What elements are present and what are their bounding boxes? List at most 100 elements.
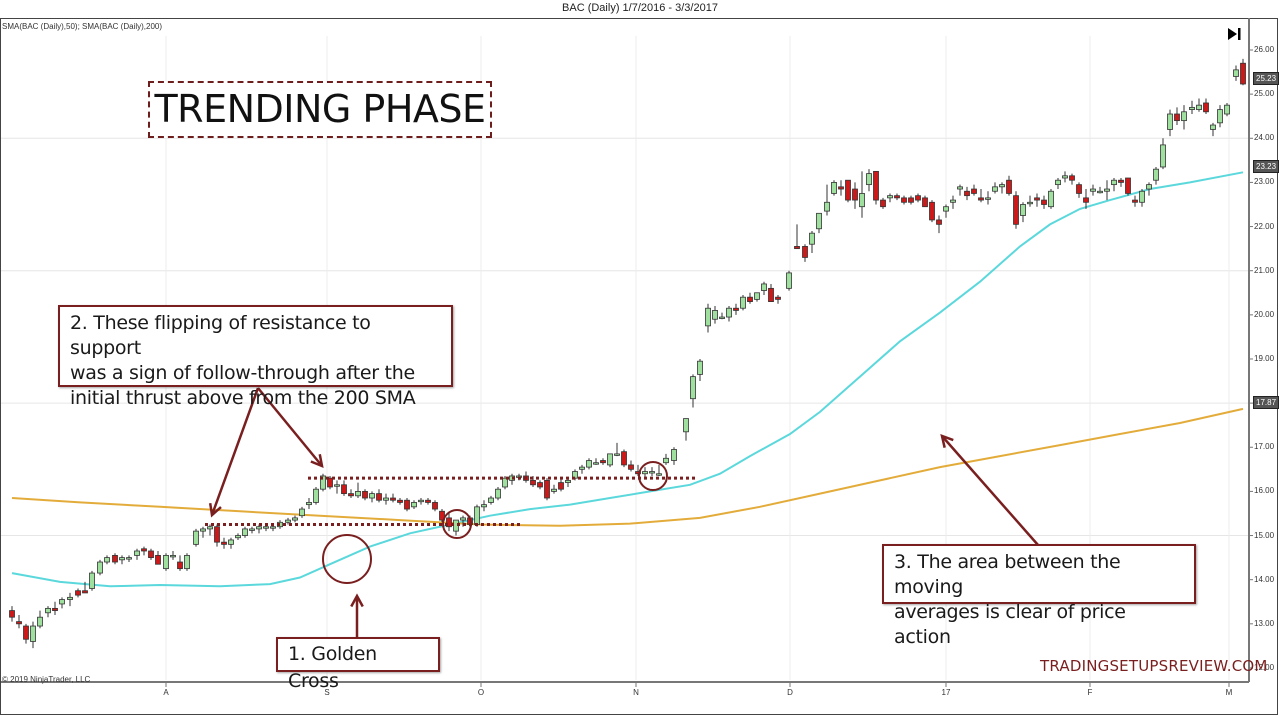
- candle-body: [362, 490, 368, 499]
- candle-body: [170, 555, 176, 558]
- candle-body: [936, 219, 942, 225]
- candle-body: [838, 186, 844, 190]
- candle-body: [705, 307, 711, 327]
- candle-body: [600, 460, 606, 464]
- candle-body: [1020, 204, 1026, 216]
- time-tick-label: S: [324, 688, 329, 697]
- candle-body: [23, 625, 29, 640]
- candle-body: [663, 457, 669, 464]
- candle-body: [119, 557, 125, 561]
- price-tag: 17.87: [1253, 396, 1280, 409]
- price-tick-label: 22.00: [1254, 221, 1275, 231]
- candle-body: [397, 499, 403, 503]
- candle-body: [256, 526, 262, 530]
- annotation-line: averages is clear of price action: [894, 601, 1126, 648]
- price-tick-label: 17.00: [1254, 442, 1275, 452]
- candle-body: [537, 482, 543, 488]
- time-tick-label: M: [1225, 688, 1233, 697]
- candle-body: [978, 197, 984, 201]
- candle-body: [683, 418, 689, 433]
- candle-body: [177, 561, 183, 570]
- candle-body: [411, 502, 417, 508]
- watermark: TRADINGSETUPSREVIEW.COM: [1040, 657, 1268, 675]
- candle-body: [922, 197, 928, 208]
- candle-body: [754, 292, 760, 300]
- candle-body: [383, 497, 389, 501]
- price-tag: 25.23: [1253, 72, 1280, 85]
- candle-body: [446, 517, 452, 528]
- candle-body: [200, 528, 206, 532]
- candle-body: [89, 572, 95, 589]
- candle-body: [1153, 168, 1159, 181]
- candle-body: [733, 307, 739, 311]
- candle-body: [768, 287, 774, 302]
- annotation-line: 3. The area between the moving: [894, 551, 1121, 598]
- candle-body: [859, 193, 865, 208]
- candle-body: [1013, 195, 1019, 225]
- candle-body: [1048, 190, 1054, 208]
- candle-body: [1006, 179, 1012, 194]
- candle-body: [1069, 175, 1075, 181]
- candle-body: [786, 272, 792, 289]
- chart-title: BAC (Daily) 1/7/2016 - 3/3/2017: [562, 2, 718, 14]
- copyright-text: © 2019 NinjaTrader, LLC: [2, 675, 91, 684]
- candle-body: [355, 490, 361, 497]
- candle-body: [831, 182, 837, 194]
- candle-body: [1146, 184, 1152, 190]
- candle-body: [228, 539, 234, 545]
- candle-body: [1210, 124, 1216, 130]
- candle-body: [726, 307, 732, 318]
- candle-body: [579, 466, 585, 470]
- time-tick-label: N: [633, 688, 639, 697]
- candle-body: [880, 199, 886, 208]
- candle-body: [816, 212, 822, 230]
- candle-body: [59, 599, 65, 605]
- candle-body: [1132, 199, 1138, 203]
- chart-frame: [0, 18, 1278, 715]
- candle-body: [586, 460, 592, 468]
- skip-to-end-icon[interactable]: [1226, 26, 1242, 42]
- candle-body: [390, 497, 396, 501]
- arrow-icon: [941, 435, 1039, 546]
- candle-body: [148, 550, 154, 559]
- annotation-line: initial thrust above from the 200 SMA: [70, 387, 416, 409]
- candle-body: [544, 479, 550, 499]
- candle-body: [425, 499, 431, 503]
- candle-body: [404, 499, 410, 510]
- candle-body: [193, 530, 199, 545]
- candle-body: [649, 471, 655, 474]
- candle-body: [999, 184, 1005, 188]
- candle-body: [495, 488, 501, 499]
- price-tick-label: 19.00: [1254, 353, 1275, 363]
- candle-body: [628, 464, 634, 470]
- candle-body: [263, 526, 269, 529]
- candle-body: [656, 473, 662, 476]
- candle-body: [1034, 197, 1040, 201]
- candle-body: [950, 199, 956, 203]
- candle-body: [270, 526, 276, 529]
- price-tick-label: 13.00: [1254, 618, 1275, 628]
- candle-body: [221, 541, 227, 545]
- candle-body: [30, 625, 36, 642]
- candle-body: [1167, 113, 1173, 130]
- candle-body: [1027, 201, 1033, 205]
- candle-body: [824, 201, 830, 212]
- candle-body: [1233, 69, 1239, 77]
- candle-body: [299, 508, 305, 517]
- price-tick-label: 16.00: [1254, 486, 1275, 496]
- candle-body: [929, 201, 935, 221]
- price-tick-label: 23.00: [1254, 177, 1275, 187]
- phase-title-box: TRENDING PHASE: [148, 81, 492, 138]
- candle-body: [761, 283, 767, 291]
- candle-body: [607, 453, 613, 466]
- candle-body: [908, 197, 914, 203]
- candle-body: [141, 548, 147, 552]
- candle-body: [327, 477, 333, 488]
- candle-body: [964, 190, 970, 197]
- price-tick-label: 21.00: [1254, 265, 1275, 275]
- candle-body: [1083, 197, 1089, 203]
- annotation-resistance-support: 2. These flipping of resistance to suppo…: [58, 305, 453, 409]
- candle-body: [418, 499, 424, 503]
- candle-body: [642, 471, 648, 475]
- candle-body: [1174, 113, 1180, 122]
